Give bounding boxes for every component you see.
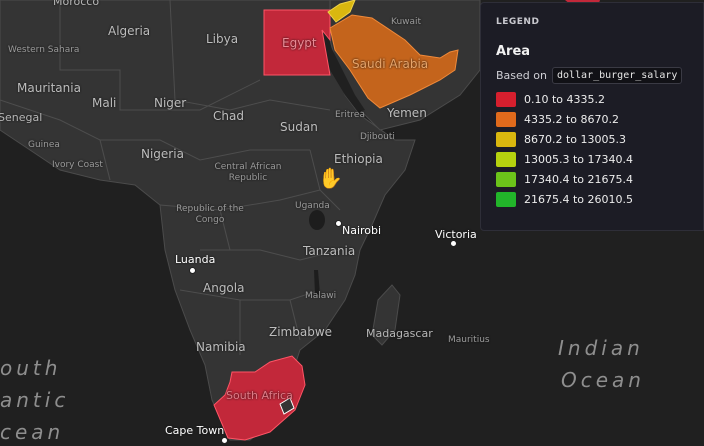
legend-based-on: Based on dollar_burger_salary xyxy=(496,67,688,84)
legend-row-label: 21675.4 to 26010.5 xyxy=(524,193,634,206)
saudi-arabia-shape xyxy=(329,14,459,109)
label-south-atlantic-2: antic xyxy=(0,388,70,412)
label-south-atlantic-3: cean xyxy=(0,420,65,444)
label-ivory-coast: Ivory Coast xyxy=(52,160,103,170)
label-sudan: Sudan xyxy=(280,120,318,134)
legend-swatch xyxy=(496,132,516,147)
label-nigeria: Nigeria xyxy=(141,147,184,161)
legend-row-label: 0.10 to 4335.2 xyxy=(524,93,606,106)
legend-header: LEGEND xyxy=(496,17,540,27)
label-western-sahara: Western Sahara xyxy=(8,45,80,55)
label-ethiopia: Ethiopia xyxy=(334,152,383,166)
label-senegal: Senegal xyxy=(0,111,43,124)
legend-row: 17340.4 to 21675.4 xyxy=(496,172,688,187)
label-mauritius: Mauritius xyxy=(448,335,490,345)
label-republic-of-the-congo: Republic of the Congo xyxy=(176,204,244,225)
city-dot-nairobi xyxy=(335,220,342,227)
legend-panel: LEGEND Area Based on dollar_burger_salar… xyxy=(480,2,704,231)
label-zimbabwe: Zimbabwe xyxy=(269,325,333,339)
label-yemen: Yemen xyxy=(387,106,427,120)
legend-swatch xyxy=(496,112,516,127)
label-malawi: Malawi xyxy=(305,291,337,301)
label-niger: Niger xyxy=(154,96,187,110)
legend-swatch xyxy=(496,172,516,187)
label-mauritania: Mauritania xyxy=(17,81,81,95)
label-madagascar: Madagascar xyxy=(366,327,433,340)
label-luanda: Luanda xyxy=(175,253,216,266)
legend-row-label: 13005.3 to 17340.4 xyxy=(524,153,634,166)
legend-rows: 0.10 to 4335.2 4335.2 to 8670.2 8670.2 t… xyxy=(496,92,688,207)
egypt-shape xyxy=(263,9,331,76)
label-morocco: Morocco xyxy=(53,0,100,8)
label-south-africa: South Africa xyxy=(226,389,293,402)
city-dot-cape-town xyxy=(221,437,228,444)
label-egypt: Egypt xyxy=(282,36,317,50)
africa-landmass xyxy=(0,0,416,441)
madagascar-island xyxy=(371,284,401,346)
label-central-african-republic: Central African Republic xyxy=(214,162,282,183)
label-tanzania: Tanzania xyxy=(303,244,356,258)
label-chad: Chad xyxy=(213,109,244,123)
label-nairobi: Nairobi xyxy=(342,224,382,237)
legend-based-on-label: Based on xyxy=(496,69,547,82)
label-guinea: Guinea xyxy=(28,140,60,150)
label-eritrea: Eritrea xyxy=(335,110,365,120)
south-africa-shape xyxy=(213,355,306,441)
hand-cursor-icon: ✋ xyxy=(318,166,343,190)
jordan-shape xyxy=(327,0,356,23)
legend-row-label: 4335.2 to 8670.2 xyxy=(524,113,620,126)
legend-row: 13005.3 to 17340.4 xyxy=(496,152,688,167)
lake-malawi xyxy=(314,270,320,295)
legend-title: Area xyxy=(496,44,531,59)
legend-row: 4335.2 to 8670.2 xyxy=(496,112,688,127)
lesotho-shape xyxy=(279,397,295,415)
country-borders xyxy=(0,0,341,355)
label-indian-ocean-2: Ocean xyxy=(561,368,645,392)
legend-row: 0.10 to 4335.2 xyxy=(496,92,688,107)
label-indian-ocean-1: Indian xyxy=(558,336,644,360)
legend-row-label: 17340.4 to 21675.4 xyxy=(524,173,634,186)
legend-field-name: dollar_burger_salary xyxy=(551,67,683,84)
label-saudi-arabia: Saudi Arabia xyxy=(352,57,429,71)
city-dot-victoria xyxy=(450,240,457,247)
label-angola: Angola xyxy=(203,281,245,295)
legend-row-label: 8670.2 to 13005.3 xyxy=(524,133,627,146)
label-algeria: Algeria xyxy=(108,24,151,38)
lake-victoria xyxy=(309,210,325,230)
label-victoria: Victoria xyxy=(435,228,477,241)
legend-row: 21675.4 to 26010.5 xyxy=(496,192,688,207)
label-libya: Libya xyxy=(206,32,239,46)
label-kuwait: Kuwait xyxy=(391,17,422,27)
label-uganda: Uganda xyxy=(295,201,330,211)
legend-swatch xyxy=(496,92,516,107)
city-dot-luanda xyxy=(189,267,196,274)
legend-swatch xyxy=(496,192,516,207)
label-mali: Mali xyxy=(92,96,117,110)
legend-swatch xyxy=(496,152,516,167)
label-south-atlantic-1: outh xyxy=(0,356,62,380)
legend-row: 8670.2 to 13005.3 xyxy=(496,132,688,147)
label-djibouti: Djibouti xyxy=(360,132,395,142)
label-namibia: Namibia xyxy=(196,340,246,354)
label-cape-town: Cape Town xyxy=(165,424,225,437)
red-sea xyxy=(320,40,365,112)
